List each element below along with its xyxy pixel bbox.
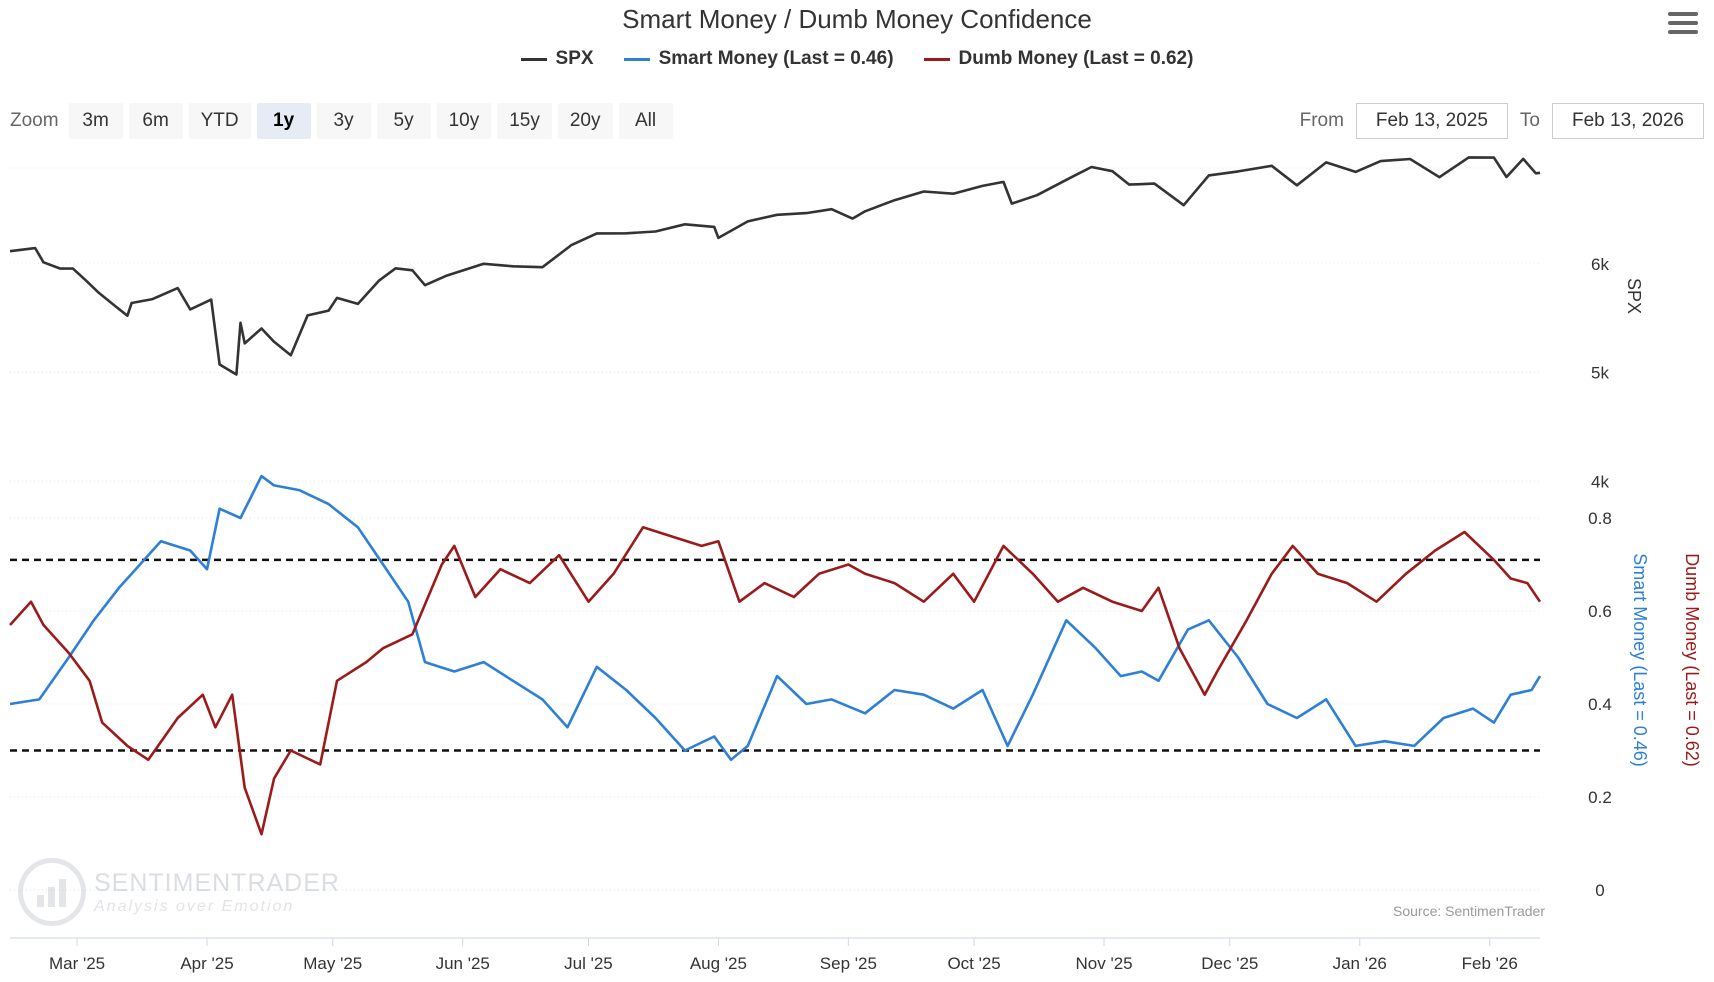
zoom-bar: Zoom 3m 6m YTD 1y 3y 5y 10y 15y 20y All (10, 103, 673, 139)
legend-swatch-spx (520, 57, 547, 61)
legend-swatch-dumb-money (923, 57, 950, 61)
chart-credits: Source: SentimenTrader (1393, 903, 1545, 919)
x-tick-label: Dec '25 (1201, 954, 1258, 973)
x-tick-label: Aug '25 (690, 954, 747, 973)
zoom-button-3m[interactable]: 3m (68, 103, 123, 139)
zoom-button-1y[interactable]: 1y (256, 103, 311, 139)
zoom-button-3y[interactable]: 3y (316, 103, 371, 139)
zoom-button-ytd[interactable]: YTD (188, 103, 251, 139)
spx-tick-label: 5k (1591, 364, 1609, 383)
spx-line (9, 156, 1541, 376)
x-tick-label: Jun '25 (436, 954, 490, 973)
zoom-label: Zoom (10, 110, 59, 131)
dumb-money-axis-title: Dumb Money (Last = 0.62) (1682, 553, 1702, 767)
legend-label-dumb-money: Dumb Money (Last = 0.62) (958, 48, 1194, 69)
x-tick-label: Apr '25 (180, 954, 233, 973)
spx-tick-label: 6k (1591, 255, 1609, 274)
from-date-input[interactable]: Feb 13, 2025 (1355, 103, 1508, 139)
x-tick-label: May '25 (303, 954, 362, 973)
chart-title: Smart Money / Dumb Money Confidence (622, 4, 1092, 34)
x-tick-label: Feb '26 (1462, 954, 1518, 973)
x-tick-label: Jul '25 (564, 954, 613, 973)
legend-label-spx: SPX (555, 48, 594, 69)
zoom-button-all[interactable]: All (618, 103, 673, 139)
dumb-money-line (9, 526, 1542, 836)
zoom-button-15y[interactable]: 15y (497, 103, 552, 139)
spx-axis-title: SPX (1624, 278, 1644, 314)
spx-tick-label: 4k (1591, 472, 1609, 491)
smart-money-axis-title: Smart Money (Last = 0.46) (1630, 553, 1650, 767)
zoom-button-5y[interactable]: 5y (376, 103, 431, 139)
zoom-button-6m[interactable]: 6m (128, 103, 183, 139)
x-tick-label: Jan '26 (1333, 954, 1387, 973)
x-tick-label: Oct '25 (947, 954, 1000, 973)
legend-item-dumb-money[interactable]: Dumb Money (Last = 0.62) (923, 48, 1194, 70)
date-range-selector: From Feb 13, 2025 To Feb 13, 2026 (1300, 103, 1704, 139)
confidence-tick-label: 0.4 (1588, 695, 1612, 714)
legend-label-smart-money: Smart Money (Last = 0.46) (658, 48, 894, 69)
confidence-tick-label: 0.2 (1588, 788, 1612, 807)
x-tick-label: Mar '25 (49, 954, 105, 973)
x-tick-label: Sep '25 (820, 954, 877, 973)
watermark-tagline: Analysis over Emotion (94, 897, 295, 915)
confidence-tick-label: 0.8 (1588, 509, 1612, 528)
legend-swatch-smart-money (623, 57, 650, 61)
zoom-button-20y[interactable]: 20y (557, 103, 613, 139)
x-tick-label: Nov '25 (1076, 954, 1133, 973)
watermark-name: SENTIMENTRADER (94, 868, 340, 897)
to-date-input[interactable]: Feb 13, 2026 (1552, 103, 1704, 139)
legend-item-spx[interactable]: SPX (520, 48, 594, 70)
hamburger-menu-icon[interactable] (1668, 12, 1698, 38)
smart-money-line (9, 474, 1542, 762)
confidence-tick-label: 0.6 (1588, 602, 1612, 621)
sentimentrader-logo-icon (18, 858, 86, 926)
legend-item-smart-money[interactable]: Smart Money (Last = 0.46) (623, 48, 894, 70)
zoom-button-10y[interactable]: 10y (436, 103, 492, 139)
legend: SPX Smart Money (Last = 0.46) Dumb Money… (0, 48, 1714, 70)
watermark-logo: SENTIMENTRADER Analysis over Emotion (18, 858, 340, 926)
confidence-tick-label: 0 (1595, 881, 1604, 900)
from-label: From (1299, 110, 1344, 131)
to-label: To (1519, 110, 1540, 131)
